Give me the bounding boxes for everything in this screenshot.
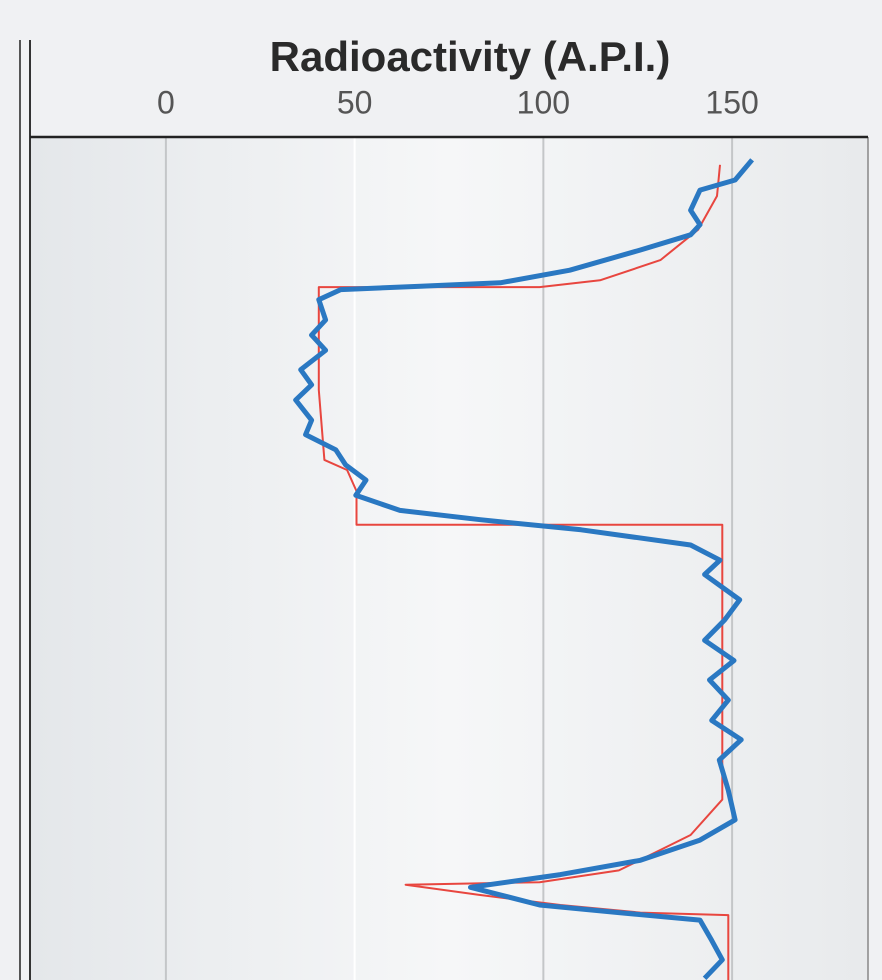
plot-area <box>30 137 868 980</box>
x-tick-label: 100 <box>517 84 570 120</box>
log-curve <box>293 158 755 980</box>
chart-title: Radioactivity (A.P.I.) <box>270 33 671 80</box>
lines <box>293 158 755 980</box>
x-tick-label: 150 <box>705 84 758 120</box>
grid <box>164 137 734 980</box>
x-tick-label: 50 <box>337 84 373 120</box>
x-tick-label: 0 <box>157 84 175 120</box>
